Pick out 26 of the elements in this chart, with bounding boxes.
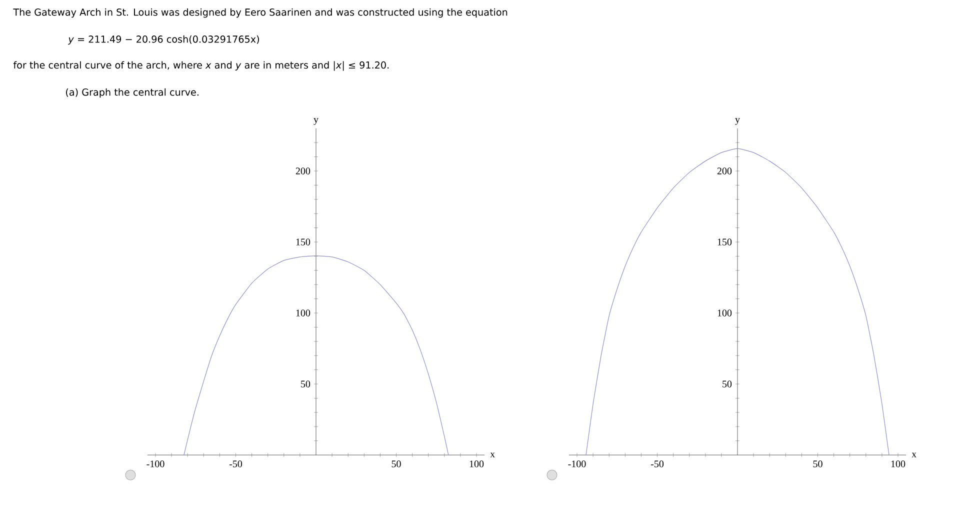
text: The Gateway Arch in St. Louis was designed by Eero Saarinen and was constructed using the equation: [13, 8, 508, 18]
x-tick-label: 100: [891, 460, 906, 468]
line-series: [184, 255, 449, 456]
x-tick-label: -100: [146, 460, 164, 468]
y-axis-title: y: [735, 118, 740, 125]
x-axis-title: x: [490, 452, 495, 458]
y-axis-title: y: [314, 118, 318, 125]
x-tick-label: -50: [229, 460, 242, 468]
text: (a) Graph the central curve.: [66, 88, 198, 98]
y-tick-label: 100: [718, 310, 732, 316]
y-tick-label: 150: [296, 238, 310, 246]
x-tick-label: 50: [392, 460, 401, 468]
x-tick-label: 100: [470, 460, 484, 468]
y-tick-label: 200: [717, 168, 732, 174]
y-tick-label: 50: [301, 380, 310, 388]
text: y = 211.49 − 20.96 cosh(0.03291765x): [68, 35, 259, 45]
text: for the central curve of the arch, where x and y are in meters and |x| ≤ 91.20.: [13, 61, 389, 71]
line-series: [586, 148, 890, 456]
y-tick-label: 100: [296, 310, 310, 316]
x-axis-title: x: [912, 452, 916, 458]
y-tick-label: 50: [722, 380, 732, 388]
y-tick-label: 200: [296, 168, 310, 174]
y-tick-label: 150: [718, 238, 732, 246]
x-tick-label: 50: [813, 460, 822, 468]
x-tick-label: -50: [650, 460, 664, 468]
x-tick-label: -100: [568, 460, 586, 468]
